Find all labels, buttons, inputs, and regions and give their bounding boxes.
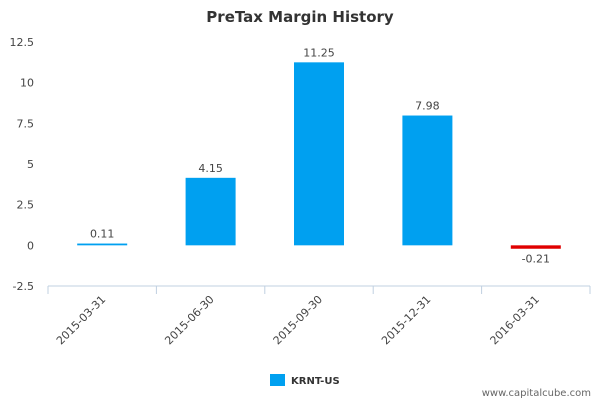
bar-2015-03-31[interactable]: [77, 243, 128, 246]
legend-label-krnt-us: KRNT-US: [291, 376, 340, 387]
chart-title: PreTax Margin History: [206, 8, 394, 26]
x-tick-label: 2015-09-30: [271, 293, 325, 347]
data-label: 7.98: [415, 100, 440, 113]
legend[interactable]: KRNT-US: [270, 374, 340, 387]
y-tick-label: -2.5: [13, 280, 34, 293]
y-tick-label: 0: [27, 239, 34, 252]
y-tick-label: 10: [20, 77, 34, 90]
legend-swatch-krnt-us: [270, 374, 285, 386]
bar-2015-06-30[interactable]: [185, 177, 236, 246]
y-tick-label: 5: [27, 158, 34, 171]
data-label: 11.25: [303, 46, 335, 59]
y-tick-label: 12.5: [10, 36, 35, 49]
bar-2016-03-31[interactable]: [510, 245, 561, 249]
y-tick-label: 7.5: [17, 117, 35, 130]
watermark: www.capitalcube.com: [482, 388, 591, 399]
bar-2015-09-30[interactable]: [294, 62, 344, 246]
x-tick-label: 2015-06-30: [162, 293, 216, 347]
x-axis: 2015-03-31 2015-06-30 2015-09-30 2015-12-31…: [47, 286, 591, 347]
data-label: 4.15: [198, 162, 223, 175]
x-tick-label: 2015-12-31: [379, 293, 433, 347]
data-label: -0.21: [522, 252, 550, 265]
y-tick-label: 2.5: [17, 199, 35, 212]
x-tick-label: 2016-03-31: [488, 293, 542, 347]
data-label: 0.11: [90, 228, 115, 241]
bar-2015-12-31[interactable]: [402, 115, 453, 246]
bars-group: [77, 62, 561, 249]
data-labels-group: 0.11 4.15 11.25 7.98 -0.21: [90, 46, 550, 265]
x-tick-label: 2015-03-31: [54, 293, 108, 347]
y-axis: -2.5 0 2.5 5 7.5 10 12.5: [10, 36, 35, 293]
